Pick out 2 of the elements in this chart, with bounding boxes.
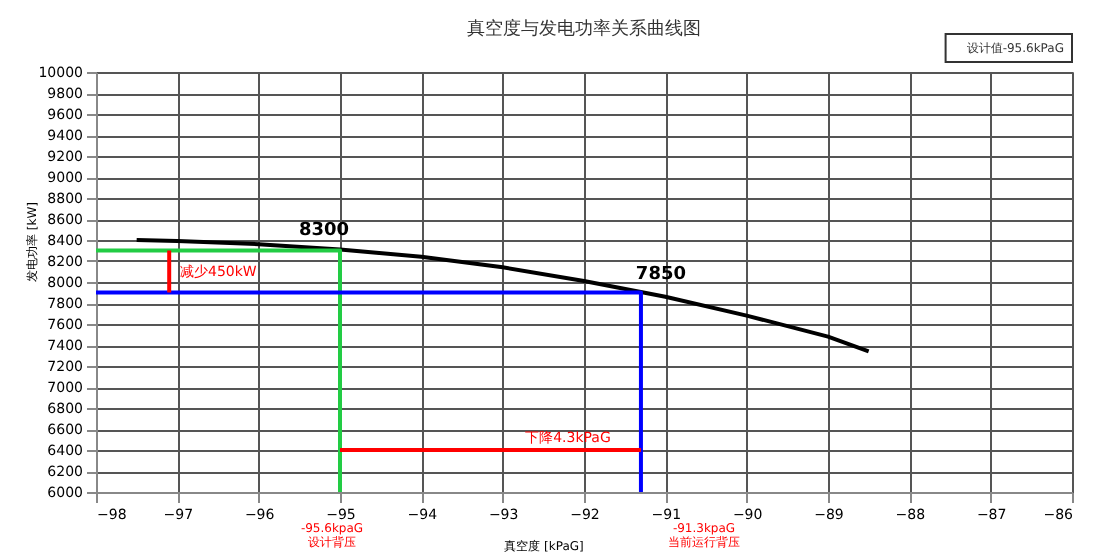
chart-title: 真空度与发电功率关系曲线图: [467, 18, 701, 40]
line-series: [134, 238, 871, 354]
